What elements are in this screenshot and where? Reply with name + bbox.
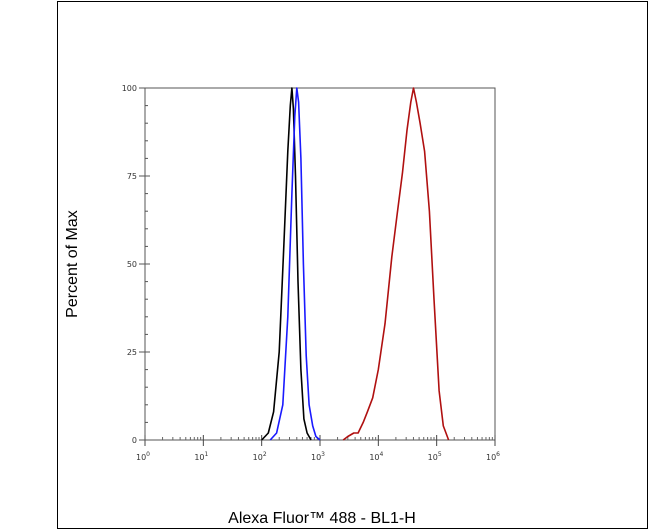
x-tick-label: 105 <box>428 451 442 462</box>
y-tick-label: 50 <box>127 260 137 269</box>
series-layer <box>261 87 450 441</box>
y-tick-label: 75 <box>127 172 137 181</box>
series-3-curve <box>342 87 450 441</box>
y-tick-label: 25 <box>127 348 137 357</box>
plot-area <box>144 87 496 441</box>
x-axis-label: Alexa Fluor™ 488 - BL1-H <box>228 510 416 527</box>
x-tick-label: 104 <box>369 451 383 462</box>
x-tick-label: 106 <box>486 451 500 462</box>
y-axis-ticks: 0 25 50 75 100 <box>122 84 150 445</box>
y-axis-label: Percent of Max <box>64 210 81 318</box>
x-tick-label: 101 <box>194 451 208 462</box>
x-tick-label: 103 <box>311 451 325 462</box>
series-1-curve <box>261 87 312 441</box>
y-tick-label: 0 <box>132 436 137 445</box>
x-tick-label: 100 <box>136 451 150 462</box>
x-axis-ticks: 100 101 102 103 104 105 106 <box>136 435 500 462</box>
y-tick-label: 100 <box>122 84 137 93</box>
x-tick-label: 102 <box>253 451 267 462</box>
series-2-curve <box>269 87 321 441</box>
